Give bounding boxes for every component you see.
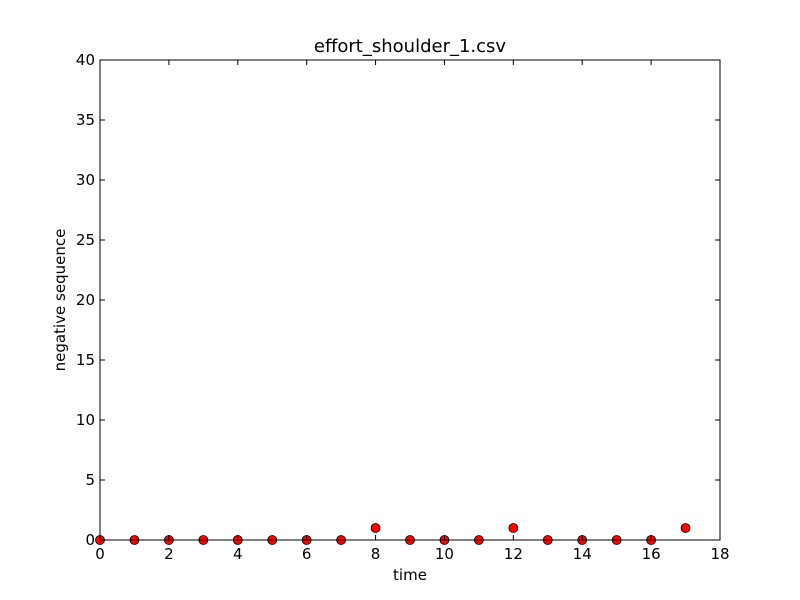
data-point (508, 523, 519, 533)
x-tick-label: 12 (504, 545, 523, 563)
y-tick-label: 0 (85, 531, 95, 549)
x-tick-label: 10 (435, 545, 454, 563)
x-tick-label: 18 (710, 545, 729, 563)
data-point (370, 523, 381, 533)
x-tick-label: 0 (95, 545, 105, 563)
y-axis-label: negative sequence (51, 229, 69, 372)
x-tick-label: 8 (371, 545, 381, 563)
y-tick-label: 5 (85, 471, 95, 489)
y-tick-label: 40 (76, 51, 95, 69)
data-point (680, 523, 691, 533)
x-tick-label: 14 (573, 545, 592, 563)
y-tick-label: 30 (76, 171, 95, 189)
chart-title: effort_shoulder_1.csv (314, 36, 507, 57)
y-tick-label: 25 (76, 231, 95, 249)
plot-frame (99, 59, 721, 541)
x-tick-label: 4 (233, 545, 243, 563)
x-axis-label: time (393, 566, 427, 584)
y-tick-label: 20 (76, 291, 95, 309)
x-tick-label: 2 (164, 545, 174, 563)
y-tick-label: 10 (76, 411, 95, 429)
y-tick-label: 15 (76, 351, 95, 369)
y-tick-label: 35 (76, 111, 95, 129)
x-tick-label: 6 (302, 545, 312, 563)
x-tick-label: 16 (642, 545, 661, 563)
